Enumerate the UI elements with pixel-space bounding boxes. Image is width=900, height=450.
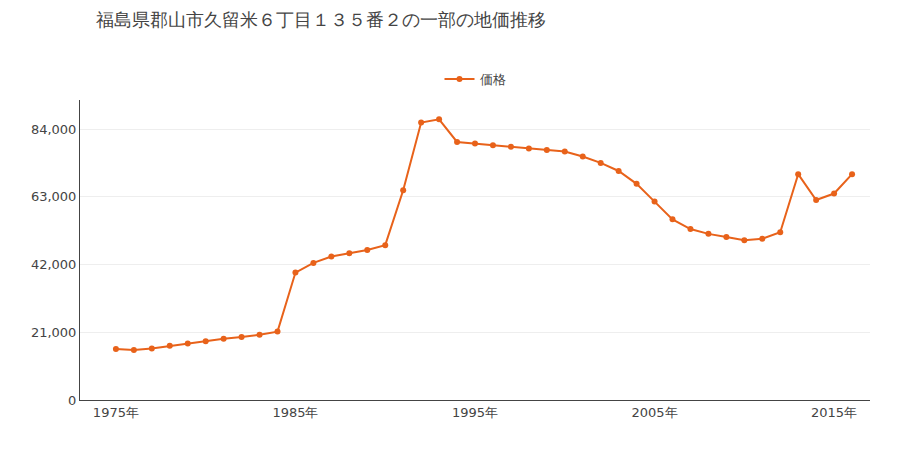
svg-text:42,000: 42,000	[31, 257, 77, 272]
svg-text:84,000: 84,000	[31, 122, 77, 137]
svg-text:1985年: 1985年	[272, 405, 318, 420]
svg-text:1975年: 1975年	[93, 405, 139, 420]
svg-text:2005年: 2005年	[632, 405, 678, 420]
svg-text:福島県郡山市久留米６丁目１３５番２の一部の地価推移: 福島県郡山市久留米６丁目１３５番２の一部の地価推移	[96, 9, 546, 30]
svg-text:63,000: 63,000	[31, 189, 77, 204]
svg-text:0: 0	[68, 393, 76, 408]
svg-text:1995年: 1995年	[452, 405, 498, 420]
svg-text:2015年: 2015年	[811, 405, 857, 420]
svg-text:価格: 価格	[480, 72, 506, 87]
svg-text:21,000: 21,000	[31, 325, 77, 340]
